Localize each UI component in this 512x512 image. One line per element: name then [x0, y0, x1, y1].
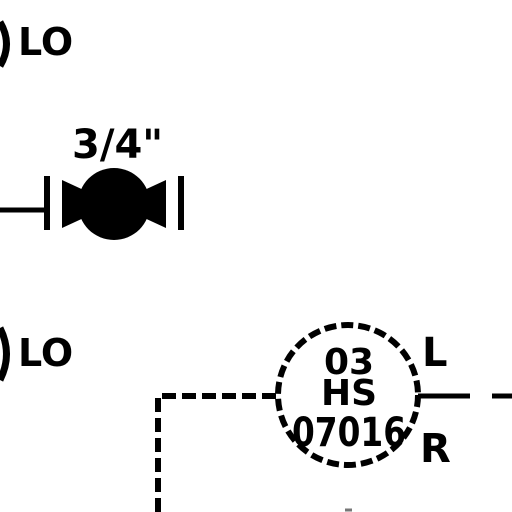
signal-line-left	[155, 393, 276, 512]
bottom-paren	[0, 326, 10, 382]
hand-switch-loop-number: 03	[324, 342, 374, 383]
bottom-lo-label: LO	[18, 331, 73, 375]
top-lo-label: LO	[18, 20, 73, 64]
switch-position-remote: R	[420, 426, 451, 472]
hand-switch-tag-type: HS	[321, 373, 377, 414]
switch-position-local: L	[422, 330, 448, 376]
valve-size-label: 3/4"	[72, 122, 163, 168]
top-paren	[0, 20, 10, 68]
hand-switch-tag-number: 07016	[292, 410, 406, 456]
globe-valve-icon	[44, 168, 184, 240]
